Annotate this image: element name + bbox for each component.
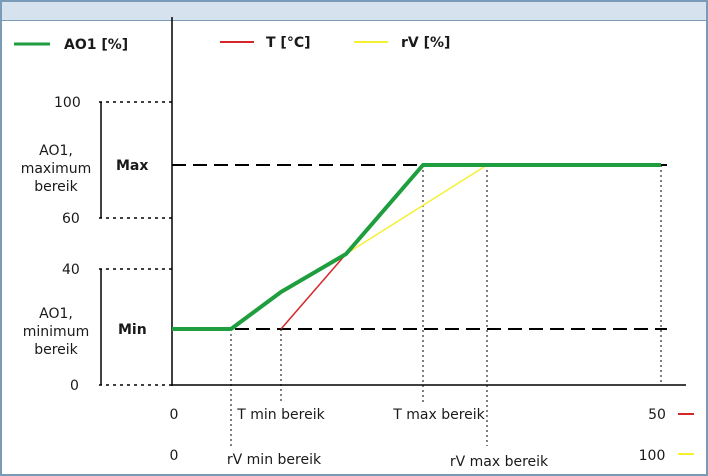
- y-tick-60: 60: [62, 211, 80, 227]
- y-tick-40: 40: [62, 262, 80, 278]
- t-max-label: T max bereik: [392, 407, 485, 423]
- y-tick-100: 100: [54, 95, 81, 111]
- max-range-label-line3: bereik: [34, 179, 78, 195]
- rv-axis-start: 0: [170, 448, 179, 464]
- y-tick-0: 0: [70, 378, 79, 394]
- legend-ao1-label: AO1 [%]: [64, 37, 128, 53]
- max-range-label-line2: maximum: [21, 161, 92, 177]
- ao1-curve: [172, 163, 661, 331]
- title-bar: [2, 2, 706, 21]
- rv-max-label: rV max bereik: [450, 454, 549, 470]
- legend-rv-label: rV [%]: [401, 35, 450, 51]
- min-range-label-line2: minimum: [23, 324, 89, 340]
- max-label: Max: [116, 158, 148, 174]
- min-range-label-line3: bereik: [34, 342, 78, 358]
- rv-axis-end: 100: [639, 448, 666, 464]
- legend-t-label: T [°C]: [266, 35, 311, 51]
- max-range-label-line1: AO1,: [39, 143, 73, 159]
- legend: AO1 [%] T [°C] rV [%]: [14, 35, 450, 53]
- rv-min-label: rV min bereik: [227, 452, 322, 468]
- t-axis-end: 50: [648, 407, 666, 423]
- min-label: Min: [118, 322, 147, 338]
- t-axis-start: 0: [170, 407, 179, 423]
- min-range-label-line1: AO1,: [39, 306, 73, 322]
- t-min-label: T min bereik: [236, 407, 325, 423]
- t-curve: [280, 253, 347, 330]
- rv-curve: [345, 164, 488, 255]
